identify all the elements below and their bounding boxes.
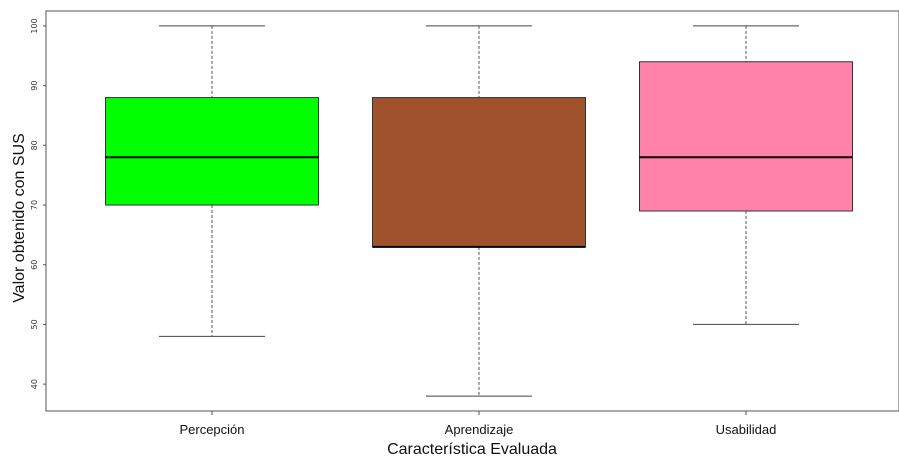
x-axis: Percepción Aprendizaje Usabilidad [179, 411, 776, 437]
x-axis-title: Característica Evaluada [387, 441, 557, 456]
x-category-label: Usabilidad [716, 422, 777, 437]
y-tick-label: 40 [30, 379, 39, 389]
box-3 [639, 25, 853, 325]
x-category-label: Aprendizaje [445, 422, 514, 437]
iqr-box [105, 97, 319, 206]
y-axis: 40 50 60 70 80 90 100 [30, 18, 46, 389]
y-tick-label: 80 [30, 140, 39, 150]
boxes [105, 25, 853, 397]
y-tick-label: 90 [30, 81, 39, 91]
box-1 [105, 25, 319, 337]
y-tick-label: 100 [30, 18, 39, 33]
iqr-box [372, 97, 586, 248]
box-2 [372, 25, 586, 397]
plot-frame [45, 10, 899, 412]
y-tick-label: 50 [30, 319, 39, 329]
y-tick-label: 70 [30, 200, 39, 210]
x-category-label: Percepción [179, 422, 244, 437]
iqr-box [639, 61, 853, 212]
y-tick-label: 60 [30, 260, 39, 270]
y-axis-title: Valor obtenido con SUS [11, 133, 28, 303]
